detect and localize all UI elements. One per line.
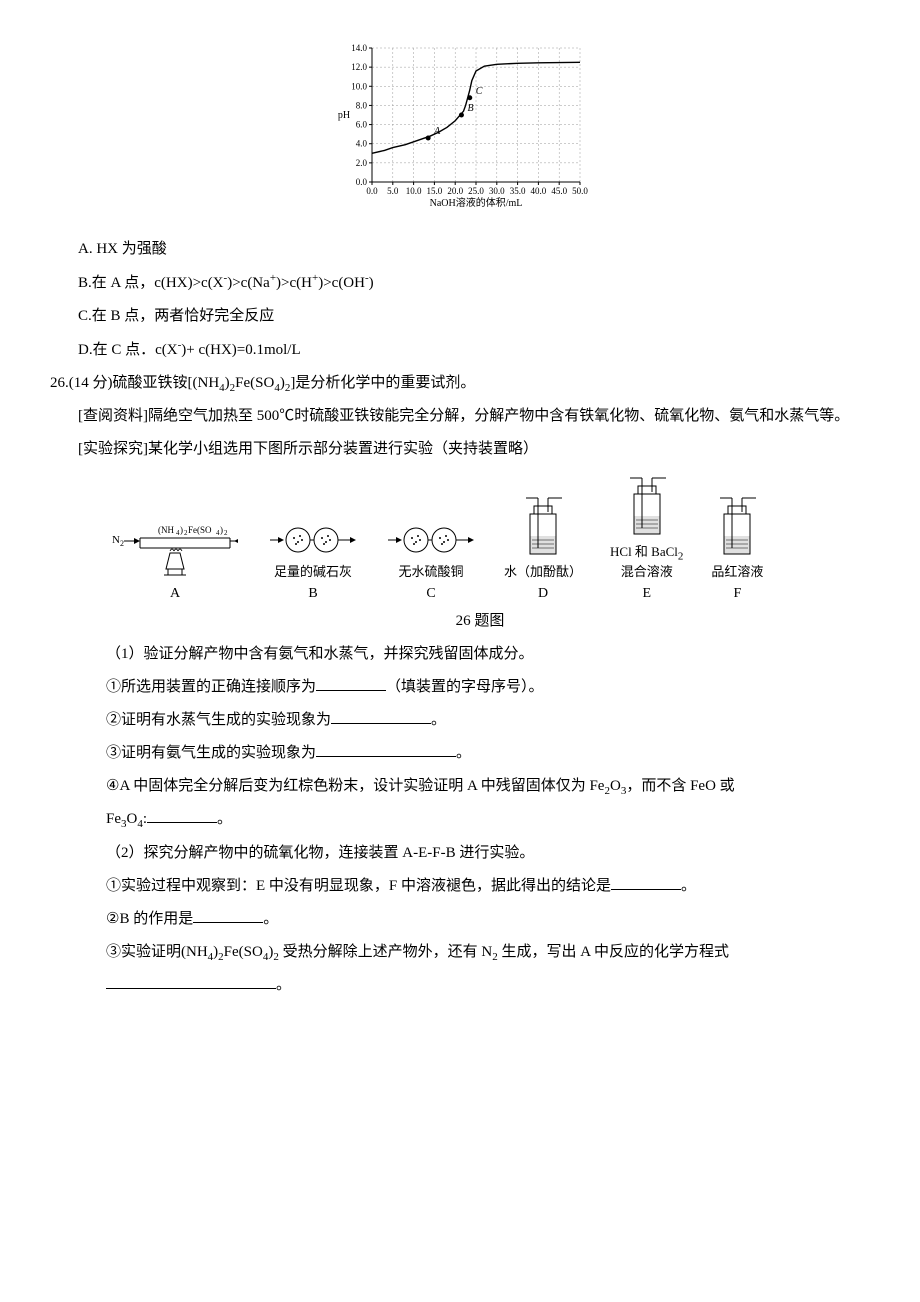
q26-2-3: ③实验证明(NH4)2Fe(SO4)2 受热分解除上述产物外，还有 N2 生成，…: [50, 936, 870, 969]
q26-1-4b: Fe3O4:。: [50, 803, 870, 836]
figure-caption: 26 题图: [90, 605, 870, 638]
svg-text:15.0: 15.0: [427, 186, 443, 196]
svg-text:4.0: 4.0: [356, 139, 368, 149]
option-d: D.在 C 点．c(X-)+ c(HX)=0.1mol/L: [50, 333, 870, 367]
apparatus-a-letter: A: [170, 585, 180, 603]
blank-input[interactable]: [331, 708, 431, 724]
gas-bottle-3-icon: [712, 492, 762, 562]
svg-text:8.0: 8.0: [356, 100, 368, 110]
q26-2-1: ①实验过程中观察到：E 中没有明显现象，F 中溶液褪色，据此得出的结论是。: [50, 870, 870, 903]
svg-text:): ): [220, 525, 223, 535]
q26-2-2: ②B 的作用是。: [50, 903, 870, 936]
svg-text:0.0: 0.0: [366, 186, 378, 196]
svg-text:40.0: 40.0: [531, 186, 547, 196]
apparatus-e: HCl 和 BaCl2 混合溶液 E: [610, 472, 683, 603]
blank-input[interactable]: [611, 874, 681, 890]
drying-tube-icon: [268, 520, 358, 562]
ph-chart-container: 0.02.04.06.08.010.012.014.00.05.010.015.…: [50, 40, 870, 223]
apparatus-f-letter: F: [734, 585, 742, 603]
option-a: A. HX 为强酸: [50, 233, 870, 266]
q26-1-2: ②证明有水蒸气生成的实验现象为。: [50, 704, 870, 737]
q26-1-1: ①所选用装置的正确连接顺序为（填装置的字母序号）。: [50, 671, 870, 704]
apparatus-c-label: 无水硫酸铜: [398, 564, 463, 581]
apparatus-c: 无水硫酸铜 C: [386, 520, 476, 603]
svg-text:(NH: (NH: [158, 525, 174, 535]
apparatus-diagram: N2 (NH4)2Fe(SO4)2 A: [110, 472, 870, 603]
svg-text:30.0: 30.0: [489, 186, 505, 196]
svg-text:35.0: 35.0: [510, 186, 526, 196]
svg-text:10.0: 10.0: [406, 186, 422, 196]
drying-tube-2-icon: [386, 520, 476, 562]
apparatus-f: 品红溶液 F: [711, 492, 763, 603]
svg-text:14.0: 14.0: [351, 43, 367, 53]
ph-titration-chart: 0.02.04.06.08.010.012.014.00.05.010.015.…: [330, 40, 590, 210]
gas-bottle-icon: [518, 492, 568, 562]
q26-header: 26.(14 分)硫酸亚铁铵[(NH4)2Fe(SO4)2]是分析化学中的重要试…: [50, 367, 870, 400]
q26-part1: （1）验证分解产物中含有氨气和水蒸气，并探究残留固体成分。: [50, 638, 870, 671]
svg-text:B: B: [467, 103, 473, 114]
apparatus-d: 水（加酚酞） D: [504, 492, 582, 603]
option-c: C.在 B 点，两者恰好完全反应: [50, 300, 870, 333]
svg-text:20.0: 20.0: [447, 186, 463, 196]
apparatus-b: 足量的碱石灰 B: [268, 520, 358, 603]
apparatus-e-letter: E: [642, 585, 651, 603]
apparatus-a: N2 (NH4)2Fe(SO4)2 A: [110, 521, 240, 603]
gas-bottle-2-icon: [622, 472, 672, 542]
svg-text:A: A: [433, 126, 441, 137]
blank-input[interactable]: [316, 675, 386, 691]
svg-text:10.0: 10.0: [351, 81, 367, 91]
svg-text:25.0: 25.0: [468, 186, 484, 196]
svg-text:Fe(SO: Fe(SO: [188, 525, 212, 535]
svg-text:6.0: 6.0: [356, 120, 368, 130]
apparatus-b-label: 足量的碱石灰: [274, 564, 352, 581]
blank-input[interactable]: [316, 741, 456, 757]
svg-text:12.0: 12.0: [351, 62, 367, 72]
svg-text:pH: pH: [338, 110, 350, 121]
q26-lookup: [查阅资料]隔绝空气加热至 500℃时硫酸亚铁铵能完全分解，分解产物中含有铁氧化…: [50, 400, 870, 433]
q26-exp: [实验探究]某化学小组选用下图所示部分装置进行实验（夹持装置略）: [50, 433, 870, 466]
svg-text:): ): [180, 525, 183, 535]
svg-text:NaOH溶液的体积/mL: NaOH溶液的体积/mL: [430, 196, 523, 209]
svg-text:2.0: 2.0: [356, 158, 368, 168]
svg-text:50.0: 50.0: [572, 186, 588, 196]
svg-text:2: 2: [224, 529, 228, 537]
q26-1-4: ④A 中固体完全分解后变为红棕色粉末，设计实验证明 A 中残留固体仅为 Fe2O…: [50, 770, 870, 803]
blank-input[interactable]: [147, 807, 217, 823]
apparatus-d-label: 水（加酚酞）: [504, 564, 582, 581]
svg-text:5.0: 5.0: [387, 186, 399, 196]
tube-furnace-icon: N2 (NH4)2Fe(SO4)2: [110, 521, 240, 581]
apparatus-b-letter: B: [308, 585, 317, 603]
apparatus-d-letter: D: [538, 585, 548, 603]
svg-text:2: 2: [120, 539, 124, 548]
option-b: B.在 A 点，c(HX)>c(X-)>c(Na+)>c(H+)>c(OH-): [50, 266, 870, 300]
q26-1-3: ③证明有氨气生成的实验现象为。: [50, 737, 870, 770]
opt-b-text: B.在 A 点，c(HX)>c(X: [78, 275, 224, 291]
q26-2-3b: 。: [50, 969, 870, 1002]
blank-input[interactable]: [106, 973, 276, 989]
q26-part2: （2）探究分解产物中的硫氧化物，连接装置 A-E-F-B 进行实验。: [50, 837, 870, 870]
apparatus-f-label: 品红溶液: [711, 564, 763, 581]
svg-text:45.0: 45.0: [551, 186, 567, 196]
blank-input[interactable]: [193, 907, 263, 923]
apparatus-e-label: HCl 和 BaCl2 混合溶液: [610, 544, 683, 581]
svg-text:C: C: [476, 86, 483, 97]
svg-text:N: N: [112, 534, 120, 546]
apparatus-c-letter: C: [426, 585, 435, 603]
